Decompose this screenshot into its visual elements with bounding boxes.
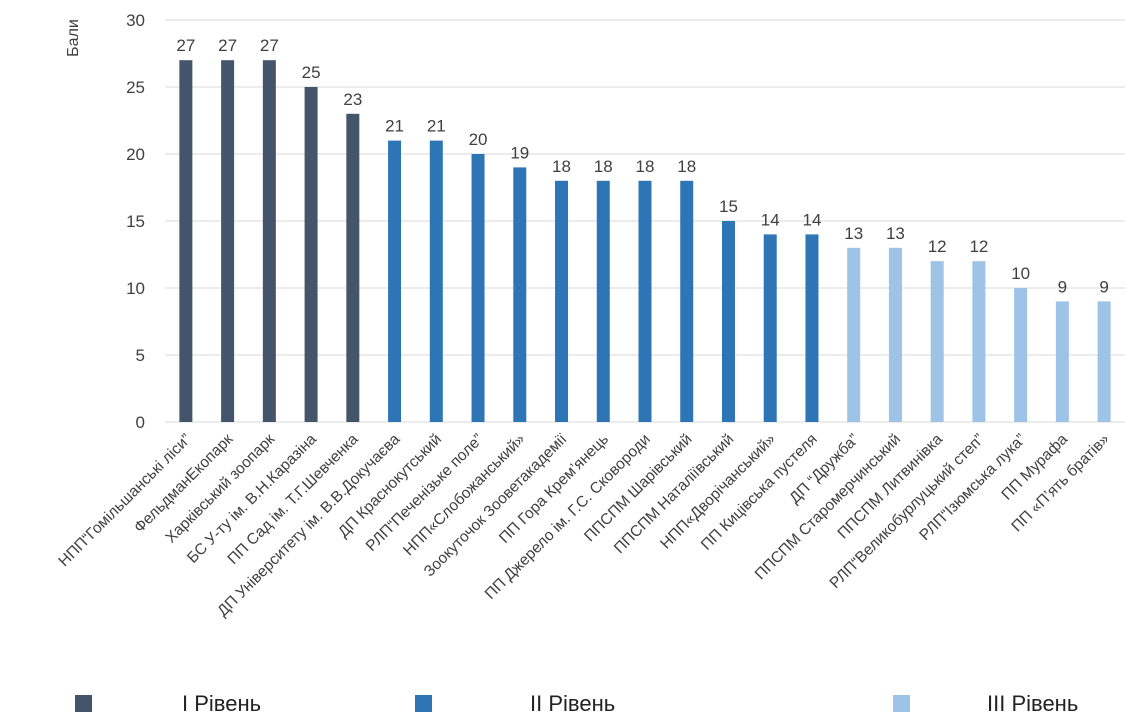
bar (1056, 301, 1069, 422)
data-label: 15 (719, 197, 738, 216)
y-tick-label: 20 (126, 145, 145, 164)
data-label: 18 (552, 157, 571, 176)
bar (889, 248, 902, 422)
data-label: 14 (761, 210, 780, 229)
data-label: 27 (218, 36, 237, 55)
y-axis-ticks: 0 5 10 15 20 25 30 (126, 11, 145, 432)
data-label: 10 (1011, 264, 1030, 283)
data-label: 25 (302, 63, 321, 82)
data-label: 18 (636, 157, 655, 176)
data-label: 19 (510, 143, 529, 162)
data-label: 18 (594, 157, 613, 176)
y-tick-label: 15 (126, 212, 145, 231)
data-label: 13 (844, 224, 863, 243)
bar (972, 261, 985, 422)
bar (931, 261, 944, 422)
legend-swatch-level-3 (893, 695, 910, 712)
bar (305, 87, 318, 422)
data-label: 20 (469, 130, 488, 149)
data-label: 23 (343, 90, 362, 109)
data-label: 12 (969, 237, 988, 256)
legend-label-level-1: I Рівень (182, 691, 261, 715)
y-tick-label: 30 (126, 11, 145, 30)
data-label: 21 (427, 117, 446, 136)
data-label: 12 (928, 237, 947, 256)
bar (472, 154, 485, 422)
y-axis-label: Бали (65, 19, 82, 57)
x-tick-label: РЛП“Великобурлуцький степ” (827, 431, 988, 592)
y-tick-label: 10 (126, 279, 145, 298)
bar (555, 181, 568, 422)
x-axis-tick-labels: НПП“Гомільшанські ліси”ФельдманЕкопаркХа… (55, 430, 1112, 620)
legend: I Рівень II Рівень III Рівень (75, 691, 1078, 715)
bar (722, 221, 735, 422)
data-label: 14 (802, 210, 821, 229)
bar (764, 234, 777, 422)
bar (179, 60, 192, 422)
legend-label-level-3: III Рівень (987, 691, 1078, 715)
data-label: 21 (385, 117, 404, 136)
y-tick-label: 0 (136, 413, 145, 432)
bar (680, 181, 693, 422)
data-label: 9 (1099, 277, 1108, 296)
bar (805, 234, 818, 422)
bar (847, 248, 860, 422)
legend-label-level-2: II Рівень (530, 691, 615, 715)
y-tick-label: 5 (136, 346, 145, 365)
bar (1014, 288, 1027, 422)
data-label: 27 (260, 36, 279, 55)
data-label: 27 (176, 36, 195, 55)
data-label: 9 (1058, 277, 1067, 296)
bar (430, 141, 443, 422)
bar (388, 141, 401, 422)
bar (221, 60, 234, 422)
bar (1098, 301, 1111, 422)
data-label: 13 (886, 224, 905, 243)
bar (513, 167, 526, 422)
bar (639, 181, 652, 422)
bar (597, 181, 610, 422)
legend-swatch-level-2 (415, 695, 432, 712)
bar (346, 114, 359, 422)
y-tick-label: 25 (126, 78, 145, 97)
legend-swatch-level-1 (75, 695, 92, 712)
bar (263, 60, 276, 422)
data-label: 18 (677, 157, 696, 176)
